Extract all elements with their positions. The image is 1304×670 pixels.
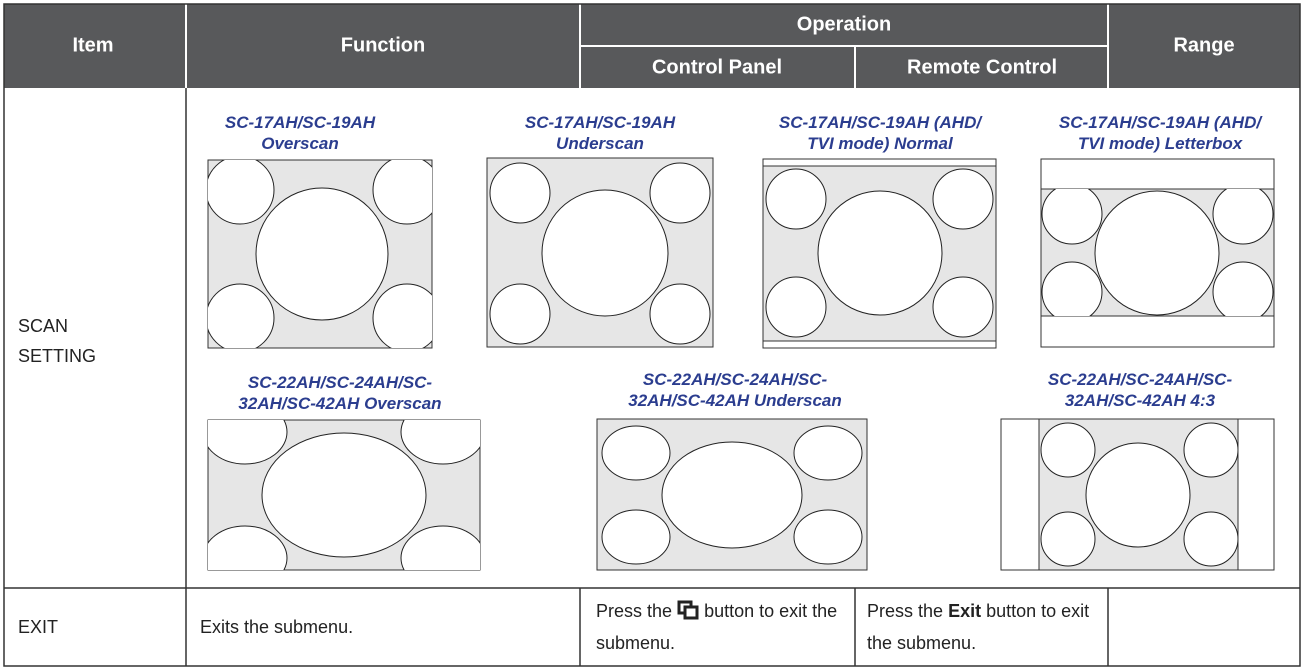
caption-line: SC-22AH/SC-24AH/SC-: [642, 370, 828, 389]
caption-line: Overscan: [261, 134, 339, 153]
circle: [649, 162, 711, 224]
caption-line: SC-22AH/SC-24AH/SC-: [247, 373, 433, 392]
scan-diagram: [1000, 418, 1275, 571]
scan-diagram: [207, 159, 433, 349]
circle: [1183, 511, 1238, 567]
circle: [400, 420, 480, 465]
circle: [255, 187, 389, 321]
header-dividers: [185, 4, 1109, 88]
header-control-panel: Control Panel: [651, 56, 783, 79]
shapes: [489, 162, 711, 345]
shapes: [601, 425, 863, 565]
circle: [649, 283, 711, 345]
diagram-caption: SC-17AH/SC-19AH Underscan: [525, 112, 675, 154]
caption-line: 32AH/SC-42AH Underscan: [628, 391, 842, 410]
shapes: [1040, 422, 1238, 567]
circle: [541, 189, 669, 317]
circle: [1040, 422, 1096, 478]
circle: [601, 509, 671, 565]
circle: [1041, 261, 1103, 316]
circle: [793, 509, 863, 565]
caption-line: 32AH/SC-42AH 4:3: [1064, 391, 1216, 410]
scan-diagram: [1040, 158, 1275, 348]
grid: [3, 3, 1301, 667]
caption-line: 32AH/SC-42AH Overscan: [238, 394, 442, 413]
shapes: [765, 168, 994, 338]
caption-line: SC-22AH/SC-24AH/SC-: [1047, 370, 1233, 389]
circle: [817, 190, 943, 316]
text: Exit: [948, 601, 982, 621]
circle: [765, 276, 827, 338]
caption-line: Underscan: [556, 134, 644, 153]
circle: [208, 160, 275, 225]
circle: [489, 283, 551, 345]
circle: [601, 425, 671, 481]
item-cell: SCAN SETTING: [18, 316, 97, 366]
circle: [261, 432, 427, 558]
header-item: Item: [72, 34, 114, 57]
circle: [1212, 261, 1274, 316]
caption-line: SC-17AH/SC-19AH (AHD/: [778, 113, 982, 132]
caption-line: TVI mode) Letterbox: [1077, 134, 1243, 153]
text: Press the: [596, 601, 673, 621]
function-cell: Exits the submenu.: [200, 617, 354, 637]
item-cell: EXIT: [18, 617, 59, 637]
text: Press the: [867, 601, 944, 621]
caption-line: SC-17AH/SC-19AH: [224, 113, 376, 132]
scan-diagram: [207, 419, 481, 571]
shapes: [208, 420, 480, 570]
circle: [1183, 422, 1238, 478]
header-range: Range: [1173, 34, 1235, 57]
menu-icon: [677, 600, 699, 620]
caption-line: SC-17AH/SC-19AH: [524, 113, 676, 132]
circle: [372, 283, 432, 348]
circle: [208, 283, 275, 348]
diagram-caption: SC-17AH/SC-19AH (AHD/TVI mode) Normal: [779, 112, 981, 154]
diagram-caption: SC-22AH/SC-24AH/SC- 32AH/SC-42AH Undersca…: [628, 369, 842, 411]
scan-diagram: [596, 418, 868, 571]
shapes: [1041, 189, 1274, 316]
circle: [1041, 189, 1103, 245]
text: button to exit the submenu.: [867, 601, 1090, 653]
scan-diagram: [762, 158, 997, 349]
header-function: Function: [340, 34, 426, 57]
circle: [208, 420, 288, 465]
caption-line: TVI mode) Normal: [807, 134, 953, 153]
diagram-caption: SC-22AH/SC-24AH/SC- 32AH/SC-42AH 4:3: [1048, 369, 1232, 411]
circle: [1085, 442, 1191, 548]
scan-diagram: [486, 157, 714, 348]
circle: [1094, 190, 1220, 316]
diagram-caption: SC-17AH/SC-19AH (AHD/TVI mode) Letterbox: [1059, 112, 1261, 154]
diagram-caption: SC-17AH/SC-19AH Overscan: [225, 112, 375, 154]
shapes: [208, 160, 432, 348]
control-panel-cell: Press the button to exit the submenu.: [596, 595, 846, 659]
circle: [489, 162, 551, 224]
circle: [372, 160, 432, 225]
circle: [932, 168, 994, 230]
remote-control-cell: Press the Exit button to exit the submen…: [867, 595, 1102, 659]
diagram-caption: SC-22AH/SC-24AH/SC- 32AH/SC-42AH Overscan: [238, 372, 441, 414]
circle: [661, 441, 803, 549]
circle: [208, 525, 288, 570]
header-operation: Operation: [796, 13, 892, 36]
circle: [1040, 511, 1096, 567]
caption-line: SC-17AH/SC-19AH (AHD/: [1058, 113, 1262, 132]
header-remote-control: Remote Control: [907, 56, 1057, 79]
circle: [1212, 189, 1274, 245]
circle: [400, 525, 480, 570]
circle: [793, 425, 863, 481]
circle: [932, 276, 994, 338]
circle: [765, 168, 827, 230]
text: button to exit the submenu.: [596, 601, 838, 653]
